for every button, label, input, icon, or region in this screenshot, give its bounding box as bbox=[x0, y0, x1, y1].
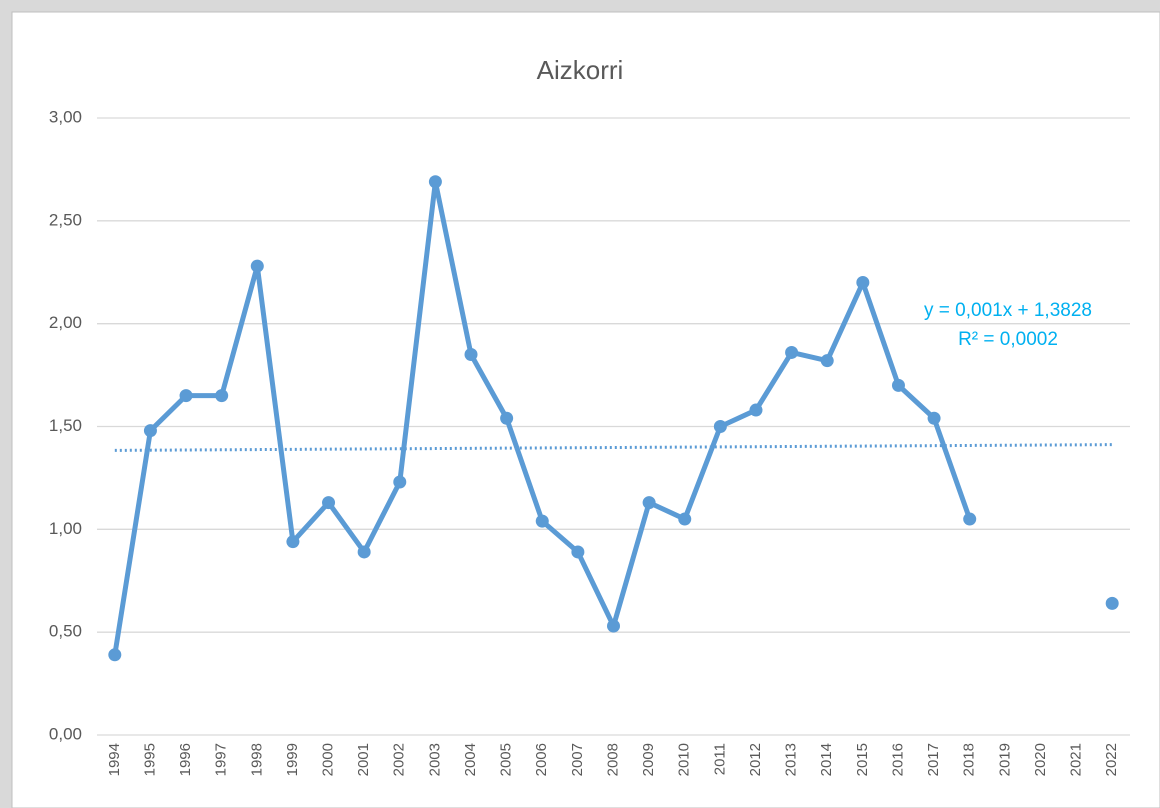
marker bbox=[820, 354, 834, 368]
x-tick-label: 2008 bbox=[604, 743, 621, 776]
chart-area bbox=[11, 11, 1160, 808]
y-tick-label: 2,50 bbox=[49, 210, 82, 229]
x-tick-label: 1996 bbox=[177, 743, 194, 776]
trendline-r2: R² = 0,0002 bbox=[958, 329, 1058, 350]
marker bbox=[179, 389, 193, 403]
x-tick-label: 2007 bbox=[569, 743, 586, 776]
x-tick-label: 1994 bbox=[106, 743, 123, 776]
x-tick-label: 2022 bbox=[1103, 743, 1120, 776]
x-tick-label: 1995 bbox=[141, 743, 158, 776]
marker bbox=[963, 512, 977, 526]
marker bbox=[428, 175, 442, 189]
marker bbox=[678, 512, 692, 526]
x-tick-label: 2015 bbox=[854, 743, 871, 776]
x-tick-label: 2001 bbox=[355, 743, 372, 776]
marker bbox=[891, 378, 905, 392]
x-tick-label: 1998 bbox=[248, 743, 265, 776]
x-tick-label: 2012 bbox=[747, 743, 764, 776]
y-tick-label: 3,00 bbox=[49, 107, 82, 126]
marker bbox=[500, 411, 514, 425]
marker bbox=[607, 619, 620, 633]
x-tick-label: 2011 bbox=[711, 743, 728, 775]
y-tick-label: 0,50 bbox=[49, 622, 82, 641]
x-tick-label: 2013 bbox=[783, 743, 800, 776]
marker bbox=[322, 496, 336, 510]
x-tick-label: 2018 bbox=[961, 743, 978, 776]
marker bbox=[215, 389, 229, 403]
x-tick-label: 2006 bbox=[533, 743, 550, 776]
marker bbox=[927, 411, 941, 425]
x-tick-label: 2016 bbox=[889, 743, 906, 776]
marker bbox=[642, 496, 656, 510]
x-tick-label: 2004 bbox=[462, 743, 479, 776]
y-tick-label: 1,00 bbox=[49, 519, 82, 538]
trendline-equation: y = 0,001x + 1,3828 bbox=[924, 300, 1092, 321]
marker bbox=[357, 545, 371, 559]
marker bbox=[713, 420, 727, 433]
chart-title: Aizkorri bbox=[537, 55, 624, 85]
marker bbox=[749, 403, 763, 417]
x-tick-label: 2021 bbox=[1068, 743, 1085, 776]
marker bbox=[108, 648, 122, 662]
x-tick-label: 1997 bbox=[213, 743, 230, 776]
marker bbox=[856, 276, 870, 290]
marker bbox=[464, 348, 478, 362]
marker bbox=[393, 475, 407, 489]
x-tick-label: 1999 bbox=[284, 743, 301, 776]
x-tick-label: 2019 bbox=[996, 743, 1013, 776]
marker bbox=[571, 545, 585, 559]
marker bbox=[535, 514, 549, 528]
x-tick-label: 2017 bbox=[925, 743, 942, 776]
x-tick-label: 2020 bbox=[1032, 743, 1049, 776]
x-tick-label: 2002 bbox=[391, 743, 408, 776]
y-tick-label: 2,00 bbox=[49, 313, 82, 332]
x-tick-label: 2000 bbox=[320, 743, 337, 776]
marker bbox=[250, 259, 264, 273]
x-tick-label: 2005 bbox=[498, 743, 515, 776]
y-tick-label: 0,00 bbox=[49, 724, 82, 743]
marker bbox=[1105, 596, 1119, 610]
x-tick-label: 2003 bbox=[426, 743, 443, 776]
x-tick-label: 2009 bbox=[640, 743, 657, 776]
x-tick-label: 2014 bbox=[818, 743, 835, 776]
y-tick-label: 1,50 bbox=[49, 416, 82, 435]
x-tick-label: 2010 bbox=[676, 743, 693, 776]
marker bbox=[785, 345, 799, 359]
marker bbox=[143, 424, 157, 438]
marker bbox=[286, 535, 300, 549]
